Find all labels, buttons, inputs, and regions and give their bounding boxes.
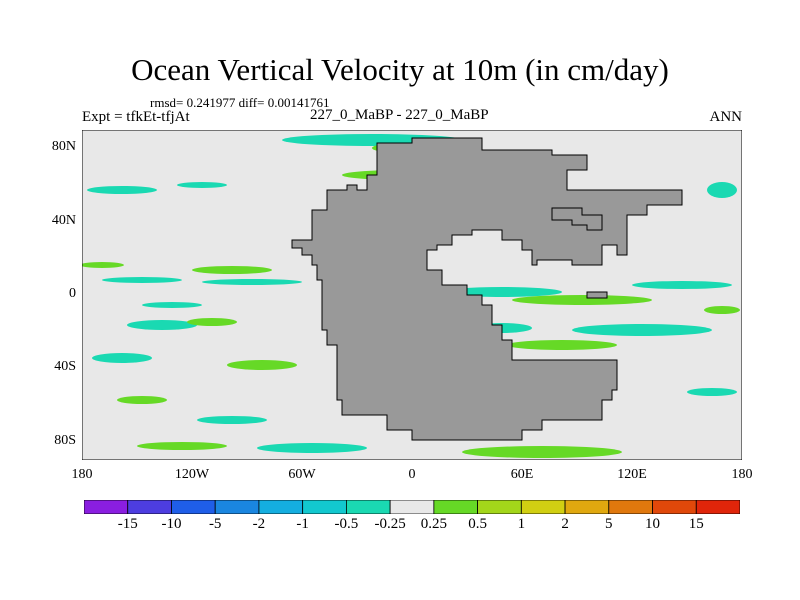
map-plot (82, 130, 742, 460)
colorbar-label: -0.25 (374, 516, 406, 532)
colorbar-label: -15 (117, 516, 138, 532)
colorbar-label: -5 (208, 516, 222, 532)
colorbar-label: -10 (161, 516, 182, 532)
experiment-label: Expt = tfkEt-tfjAt (82, 109, 190, 125)
x-tick-label: 120W (174, 467, 210, 482)
colorbar-swatch (84, 500, 129, 514)
colorbar-swatch (433, 500, 479, 514)
land-masses (291, 137, 683, 441)
island-equatorial (586, 291, 608, 299)
colorbar-label: -0.5 (334, 516, 359, 532)
colorbar-swatch (389, 500, 435, 514)
y-tick-label: 40S (54, 359, 76, 375)
season-label: ANN (709, 109, 743, 125)
colorbar-swatch (345, 500, 391, 514)
x-tick-label: 180 (71, 467, 93, 482)
x-tick-label: 60W (288, 467, 316, 482)
colorbar-label: 10 (645, 516, 661, 532)
colorbar-swatch (171, 500, 216, 514)
colorbar-swatch (477, 500, 522, 514)
colorbar-swatch (608, 500, 653, 514)
x-tick-label: 60E (510, 467, 534, 482)
colorbar-swatch (695, 500, 740, 514)
colorbar-label: 0.5 (468, 516, 487, 532)
colorbar-swatch (520, 500, 566, 514)
y-tick-label: 0 (69, 286, 76, 301)
colorbar-swatch (652, 500, 697, 514)
colorbar-label: -1 (296, 516, 309, 532)
center-label: 227_0_MaBP - 227_0_MaBP (310, 107, 489, 123)
y-tick-label: 80N (51, 139, 76, 155)
colorbar-label: 2 (561, 516, 569, 532)
colorbar (84, 500, 740, 514)
stats-line: rmsd= 0.241977 diff= 0.00141761 (150, 95, 330, 110)
x-tick-label: 180 (731, 467, 753, 482)
colorbar-label: -2 (252, 516, 266, 532)
colorbar-label: 1 (517, 516, 526, 532)
x-tick-label: 0 (408, 467, 416, 482)
colorbar-swatch (214, 500, 260, 514)
y-tick-label: 40N (51, 212, 76, 228)
colorbar-label: 5 (605, 516, 613, 532)
colorbar-swatch (127, 500, 172, 514)
page-title: Ocean Vertical Velocity at 10m (in cm/da… (131, 52, 669, 87)
land-mass-main (291, 137, 683, 441)
x-tick-label: 120E (617, 467, 647, 482)
colorbar-swatch (302, 500, 347, 514)
colorbar-swatch (564, 500, 610, 514)
y-tick-label: 80S (54, 432, 76, 448)
colorbar-label: 0.25 (420, 516, 447, 532)
colorbar-label: 15 (688, 516, 704, 532)
land-mass-east (551, 207, 603, 231)
colorbar-swatch (258, 500, 304, 514)
velocity-patches (82, 134, 740, 458)
